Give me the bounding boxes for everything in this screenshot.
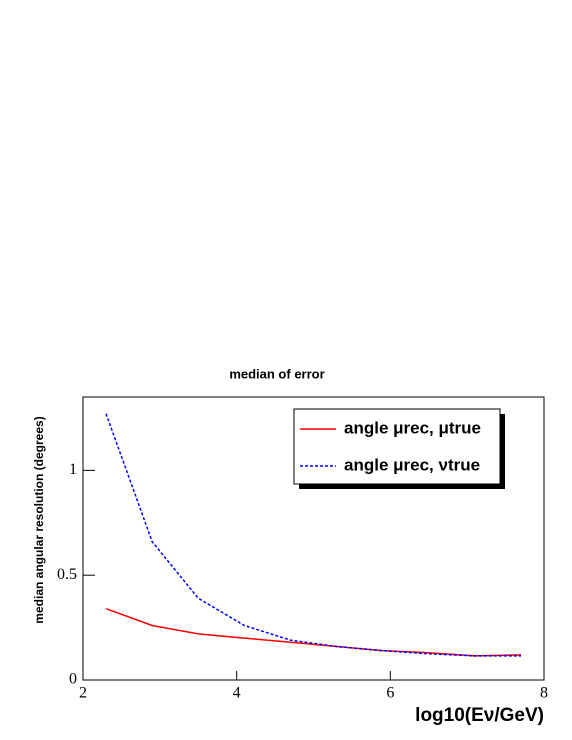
y-tick-label: 0 xyxy=(69,671,77,688)
legend-label: angle μrec, μtrue xyxy=(344,418,481,437)
plot-frame xyxy=(82,396,545,681)
x-tick-label: 4 xyxy=(233,685,241,702)
y-tick-label: 0.5 xyxy=(57,566,77,583)
y-axis-label: median angular resolution (degrees) xyxy=(32,416,46,623)
data-line xyxy=(105,413,521,657)
x-tick-label: 8 xyxy=(540,685,548,702)
x-tick-label: 6 xyxy=(386,685,394,702)
y-tick-label: 1 xyxy=(69,461,77,478)
x-axis-label: log10(Eν/GeV) xyxy=(415,705,544,726)
legend xyxy=(293,408,501,485)
chart-title: median of error xyxy=(229,366,324,381)
x-tick-label: 2 xyxy=(79,685,87,702)
legend-label: angle μrec, νtrue xyxy=(344,455,480,474)
